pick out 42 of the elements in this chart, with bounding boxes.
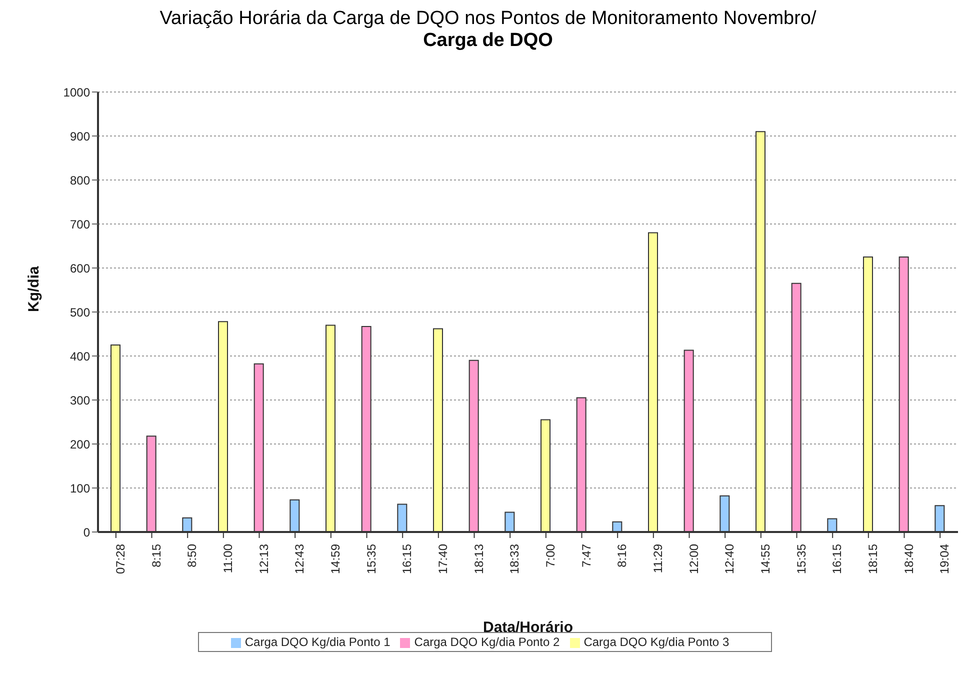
x-tick-label: 18:13: [472, 544, 486, 574]
x-tick-label: 17:40: [436, 544, 450, 574]
chart-title: Variação Horária da Carga de DQO nos Pontos de Monitoramento Novembro/: [158, 8, 818, 30]
x-tick-label: 18:33: [508, 544, 522, 574]
y-tick-label: 600: [70, 261, 90, 276]
y-tick-label: 400: [70, 349, 90, 364]
x-tick-label: 11:00: [220, 544, 235, 574]
chart-subtitle: Carga de DQO: [422, 30, 554, 52]
x-tick-label: 12:13: [256, 544, 271, 574]
x-tick-label: 8:50: [185, 544, 200, 568]
x-tick-label: 18:40: [902, 544, 916, 574]
x-tick-label: 12:00: [686, 544, 701, 574]
x-tick-label: 14:55: [758, 544, 772, 574]
x-tick-label: 16:15: [400, 544, 414, 574]
x-tick-label: 12:43: [292, 544, 307, 574]
y-tick-label: 100: [70, 481, 90, 496]
y-tick-label: 700: [70, 217, 90, 232]
x-tick-label: 15:35: [364, 544, 378, 574]
x-axis-title: Data/Horário: [482, 619, 574, 636]
legend-label: Carga DQO Kg/dia Ponto 3: [584, 635, 730, 649]
x-tick-label: 12:40: [722, 544, 737, 574]
y-tick-label: 300: [70, 393, 90, 408]
x-tick-label: 16:15: [830, 544, 844, 574]
x-tick-label: 11:29: [650, 544, 665, 574]
y-tick-label: 800: [70, 173, 90, 188]
y-tick-label: 0: [83, 525, 90, 540]
legend-label: Carga DQO Kg/dia Ponto 2: [414, 635, 560, 649]
x-tick-label: 7:47: [579, 544, 594, 568]
x-tick-label: 18:15: [866, 544, 880, 574]
x-tick-label: 07:28: [113, 544, 128, 574]
x-tick-label: 15:35: [794, 544, 808, 574]
y-tick-label: 200: [70, 437, 90, 452]
legend-label: Carga DQO Kg/dia Ponto 1: [244, 635, 390, 649]
x-tick-label: 19:04: [938, 544, 952, 574]
x-tick-label: 7:00: [543, 544, 558, 568]
y-tick-label: 500: [70, 305, 90, 320]
x-tick-label: 8:15: [149, 544, 164, 568]
y-tick-label: 900: [70, 129, 90, 144]
x-tick-label: 14:59: [328, 544, 342, 574]
y-tick-label: 1000: [63, 85, 90, 100]
y-axis-title: Kg/dia: [25, 266, 42, 312]
x-tick-label: 8:16: [615, 544, 630, 568]
